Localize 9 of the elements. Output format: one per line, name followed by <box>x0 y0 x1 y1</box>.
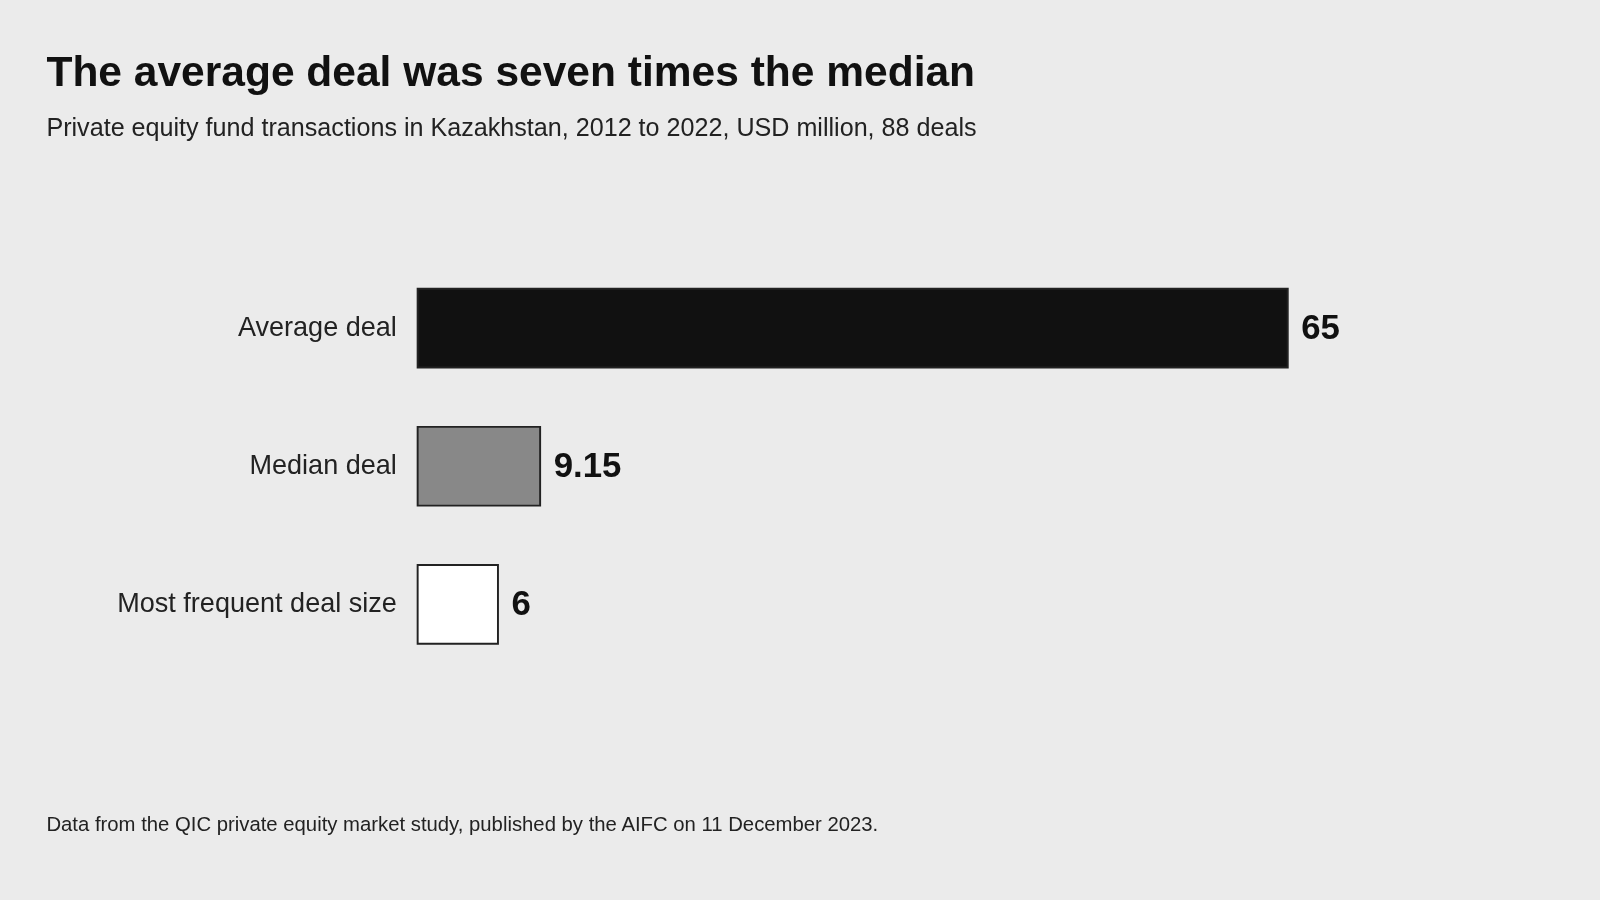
y-tick-label: Most frequent deal size <box>117 588 397 619</box>
text: Data from the QIC private equity market study, published by the AIFC on 11 December 2023. <box>46 813 879 836</box>
data-label: 9.15 <box>553 444 622 484</box>
data-label: 65 <box>1301 306 1340 346</box>
y-tick-label: Median deal <box>249 449 397 480</box>
y-tick-label: Average deal <box>237 311 397 342</box>
chart-subtitle: Private equity fund transactions in Kazakhstan, 2012 to 2022, USD million, 88 deals <box>46 113 977 142</box>
chart-title: The average deal was seven times the median <box>46 46 976 95</box>
data-label: 6 <box>511 583 531 623</box>
